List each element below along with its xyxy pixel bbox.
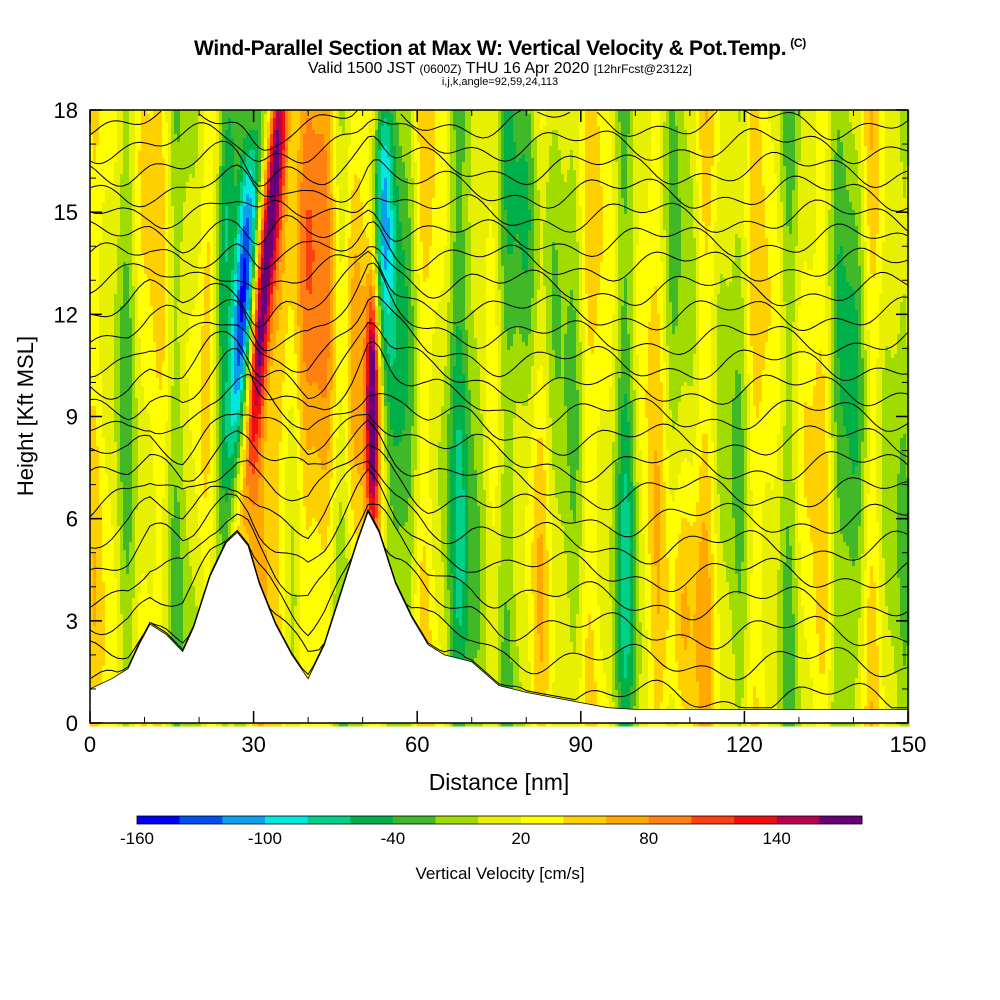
colorbar-tick-label: 140 — [763, 829, 791, 848]
colorbar-swatch — [393, 816, 436, 824]
y-tick-label: 18 — [54, 98, 78, 123]
colorbar-swatch — [265, 816, 308, 824]
y-axis-label: Height [Kft MSL] — [13, 336, 38, 496]
colorbar-swatch — [308, 816, 351, 824]
x-tick-label: 150 — [890, 732, 927, 757]
colorbar-swatch — [606, 816, 649, 824]
colorbar-tick-label: -100 — [248, 829, 282, 848]
colorbar-swatch — [734, 816, 777, 824]
colorbar-swatch — [350, 816, 393, 824]
colorbar-tick-label: -40 — [381, 829, 406, 848]
y-tick-label: 9 — [66, 405, 78, 430]
colorbar-swatch — [691, 816, 734, 824]
colorbar-tick-label: -160 — [120, 829, 154, 848]
colorbar-title: Vertical Velocity [cm/s] — [0, 864, 1000, 884]
colorbar-swatch — [777, 816, 820, 824]
x-tick-label: 0 — [84, 732, 96, 757]
colorbar-swatch — [180, 816, 223, 824]
colorbar-swatch — [222, 816, 265, 824]
y-tick-label: 3 — [66, 609, 78, 634]
y-tick-label: 15 — [54, 200, 78, 225]
x-tick-label: 120 — [726, 732, 763, 757]
colorbar-swatch — [521, 816, 564, 824]
colorbar-swatch — [436, 816, 479, 824]
y-tick-label: 0 — [66, 711, 78, 736]
colorbar-swatch — [478, 816, 521, 824]
x-tick-label: 30 — [241, 732, 265, 757]
colorbar-tick-label: 20 — [511, 829, 530, 848]
x-tick-label: 90 — [569, 732, 593, 757]
colorbar-tick-label: 80 — [639, 829, 658, 848]
x-axis-label: Distance [nm] — [429, 769, 570, 795]
colorbar-swatch — [649, 816, 692, 824]
colorbar-swatch — [563, 816, 606, 824]
colorbar: -160 -100 -40 20 80 140 — [120, 816, 862, 848]
colorbar-swatch — [819, 816, 862, 824]
cross-section-chart: 0 30 60 90 120 150 0 3 6 9 12 15 18 -160 -100 -40 20 80 1… — [0, 0, 1000, 1000]
y-tick-label: 6 — [66, 507, 78, 532]
x-tick-label: 60 — [405, 732, 429, 757]
colorbar-swatch — [137, 816, 180, 824]
y-tick-label: 12 — [54, 302, 78, 327]
